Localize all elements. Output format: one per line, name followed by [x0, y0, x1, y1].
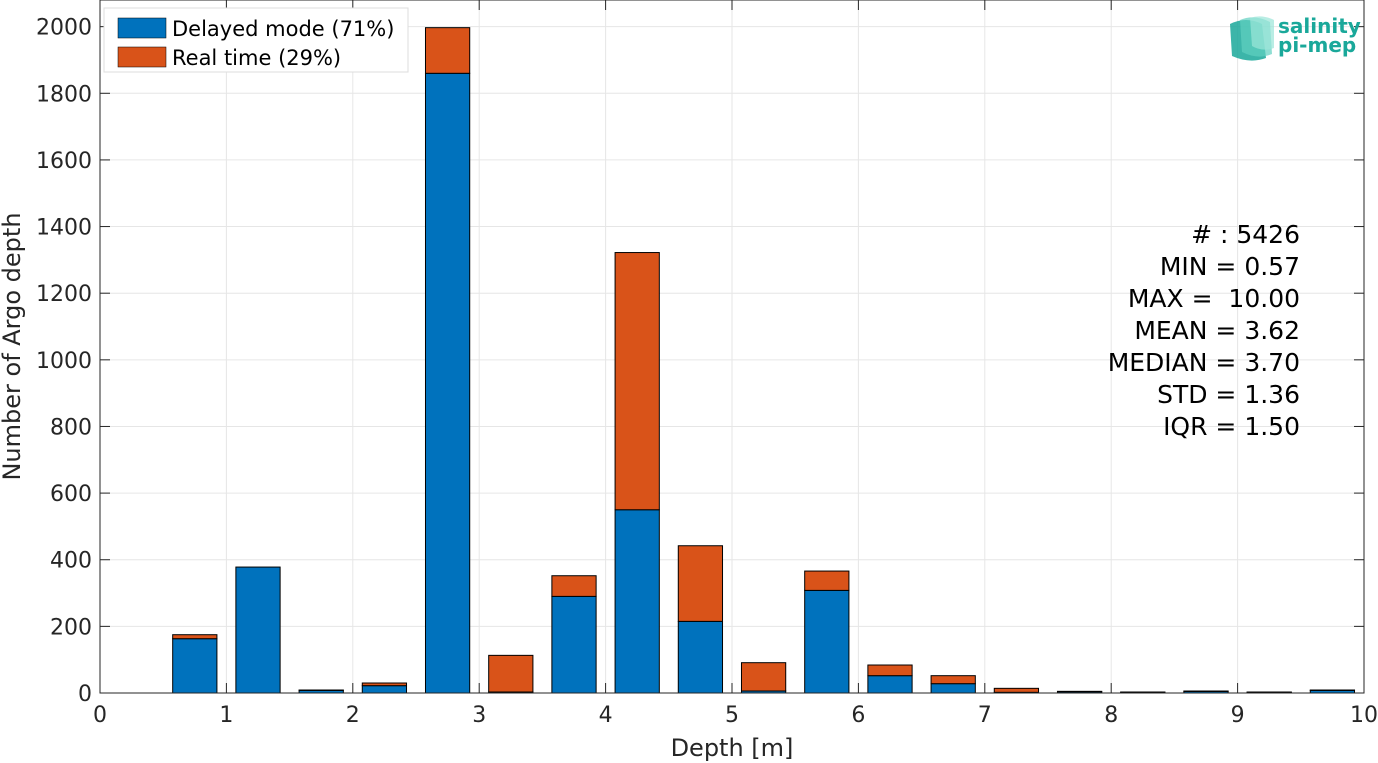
- stats-box: # : 5426 MIN = 0.57 MAX = 10.00 MEAN = 3…: [1108, 220, 1300, 441]
- stats-min: MIN = 0.57: [1160, 252, 1300, 281]
- x-tick-label: 0: [93, 703, 107, 728]
- stats-mean: MEAN = 3.62: [1134, 316, 1300, 345]
- bar-delayed-mode: [930, 683, 976, 694]
- bar-real-time: [614, 252, 660, 511]
- bar-delayed-mode: [424, 72, 471, 694]
- y-tick-label: 600: [50, 482, 92, 507]
- y-tick-label: 1400: [36, 216, 92, 241]
- bar-real-time: [677, 545, 724, 622]
- y-tick-label: 400: [50, 549, 92, 574]
- bar-real-time: [1056, 690, 1103, 693]
- bar-delayed-mode: [677, 620, 724, 694]
- y-tick-label: 1600: [36, 149, 92, 174]
- logo-text-line2: pi-mep: [1278, 33, 1356, 57]
- x-tick-label: 10: [1350, 703, 1378, 728]
- bar-real-time: [424, 27, 471, 74]
- x-tick-label: 2: [346, 703, 360, 728]
- legend-label-delayed: Delayed mode (71%): [172, 17, 394, 41]
- y-tick-label: 1800: [36, 82, 92, 107]
- y-tick-label: 800: [50, 415, 92, 440]
- bar-delayed-mode: [867, 675, 913, 694]
- bar-real-time: [1183, 690, 1229, 693]
- bar-real-time: [361, 682, 408, 687]
- bar-delayed-mode: [235, 566, 281, 694]
- bar-real-time: [804, 570, 850, 591]
- stats-median: MEDIAN = 3.70: [1108, 348, 1300, 377]
- bar-real-time: [1120, 691, 1166, 694]
- bar-real-time: [172, 634, 218, 640]
- bar-real-time: [488, 654, 534, 693]
- x-tick-label: 8: [1104, 703, 1118, 728]
- x-tick-label: 5: [725, 703, 739, 728]
- legend-label-realtime: Real time (29%): [172, 46, 341, 70]
- x-axis-title: Depth [m]: [671, 734, 794, 762]
- y-tick-label: 1000: [36, 349, 92, 374]
- bar-delayed-mode: [551, 595, 597, 694]
- bar-group: [172, 27, 1356, 694]
- bar-delayed-mode: [361, 685, 408, 694]
- stats-max: MAX = 10.00: [1128, 284, 1300, 313]
- grid-lines: [99, 0, 1365, 694]
- y-axis-title: Number of Argo depth: [0, 212, 26, 480]
- y-tick-label: 0: [78, 682, 92, 707]
- bar-real-time: [993, 687, 1040, 693]
- x-tick-label: 9: [1231, 703, 1245, 728]
- salinity-pi-mep-logo: salinity pi-mep: [1230, 14, 1361, 61]
- x-tick-label: 3: [472, 703, 486, 728]
- bar-delayed-mode: [614, 509, 660, 694]
- y-tick-label: 1200: [36, 282, 92, 307]
- stats-count: # : 5426: [1191, 220, 1300, 249]
- bar-real-time: [867, 664, 913, 677]
- y-tick-labels: 0 200 400 600 800 1000 1200 1400 1600 1800 2000: [36, 16, 92, 707]
- stats-iqr: IQR = 1.50: [1163, 412, 1300, 441]
- bar-delayed-mode: [804, 589, 850, 694]
- logo-text-line1: salinity: [1278, 14, 1361, 38]
- bar-real-time: [930, 675, 976, 685]
- stats-std: STD = 1.36: [1157, 380, 1300, 409]
- x-tick-labels: 0 1 2 3 4 5 6 7 8 9 10: [93, 703, 1378, 728]
- legend-swatch-realtime: [117, 46, 167, 68]
- legend: Delayed mode (71%) Real time (29%): [103, 7, 409, 73]
- x-tick-label: 6: [851, 703, 865, 728]
- bar-real-time: [551, 575, 597, 597]
- legend-swatch-delayed: [117, 17, 167, 39]
- bar-real-time: [298, 689, 344, 692]
- y-tick-label: 200: [50, 615, 92, 640]
- bar-delayed-mode: [172, 638, 218, 694]
- bar-real-time: [1309, 689, 1356, 692]
- bar-real-time: [1246, 691, 1292, 694]
- x-tick-label: 1: [219, 703, 233, 728]
- x-tick-label: 4: [599, 703, 613, 728]
- tick-marks: [99, 0, 1365, 694]
- y-tick-label: 2000: [36, 16, 92, 41]
- x-tick-label: 7: [978, 703, 992, 728]
- logo-mark-icon: [1230, 16, 1274, 61]
- bar-real-time: [740, 662, 787, 692]
